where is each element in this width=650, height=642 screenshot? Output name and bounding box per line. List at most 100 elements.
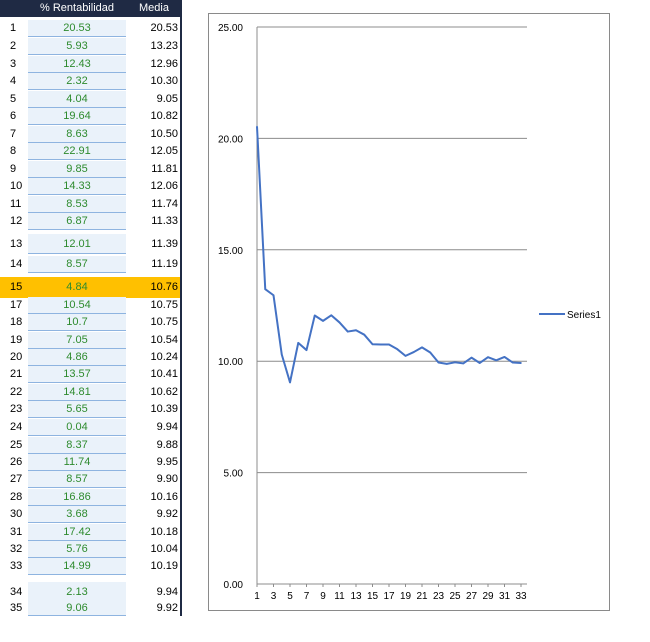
data-point	[495, 359, 498, 362]
rentabilidad-cell: 5.65	[28, 401, 126, 418]
rentabilidad-cell: 6.87	[28, 213, 126, 230]
table-row: 2 5.93 13.23	[0, 38, 180, 55]
media-cell: 10.54	[150, 334, 178, 346]
x-tick-label: 23	[433, 591, 445, 602]
row-index: 22	[10, 386, 23, 398]
media-cell: 10.19	[150, 560, 178, 572]
rentabilidad-cell: 8.37	[28, 437, 126, 454]
rentabilidad-cell: 22.91	[28, 143, 126, 160]
media-cell: 10.39	[150, 403, 178, 415]
row-index: 27	[10, 473, 23, 485]
media-cell: 10.30	[150, 75, 178, 87]
data-point	[289, 381, 291, 384]
x-tick-label: 17	[383, 591, 395, 602]
data-point	[305, 349, 308, 351]
rentabilidad-cell: 12.43	[28, 56, 126, 73]
row-index: 3	[10, 58, 17, 70]
row-index: 12	[10, 215, 23, 227]
media-cell: 12.05	[150, 145, 178, 157]
row-index: 4	[10, 75, 17, 87]
media-cell: 9.94	[156, 586, 178, 598]
rentabilidad-cell: 9.85	[28, 161, 126, 178]
table-row: 25 8.37 9.88	[0, 437, 180, 454]
media-cell: 10.82	[150, 110, 178, 122]
x-tick-label: 1	[254, 591, 260, 602]
rentabilidad-cell: 16.86	[28, 489, 126, 506]
media-cell: 9.95	[156, 456, 178, 468]
data-point	[478, 362, 481, 364]
header-rentabilidad: % Rentabilidad	[40, 2, 114, 14]
table-row: 22 14.81 10.62	[0, 384, 180, 401]
table-row: 21 13.57 10.41	[0, 366, 180, 383]
rentabilidad-cell: 17.42	[28, 524, 126, 541]
table-row: 33 14.99 10.19	[0, 558, 180, 575]
media-cell: 9.92	[156, 508, 178, 520]
x-tick-label: 3	[271, 591, 277, 602]
x-tick-label: 15	[367, 591, 379, 602]
media-cell: 10.75	[150, 316, 178, 328]
row-index: 35	[10, 602, 23, 614]
table-row: 6 19.64 10.82	[0, 108, 180, 125]
x-tick-label: 19	[400, 591, 412, 602]
row-index: 21	[10, 368, 23, 380]
data-point	[272, 294, 275, 297]
media-cell: 20.53	[150, 22, 178, 34]
table-row: 20 4.86 10.24	[0, 349, 180, 366]
legend-label: Series1	[567, 310, 601, 321]
header-media: Media	[139, 2, 169, 14]
table-row: 3 12.43 12.96	[0, 56, 180, 73]
media-cell: 10.04	[150, 543, 178, 555]
row-index: 2	[10, 40, 17, 52]
row-index: 13	[10, 238, 23, 250]
row-index: 11	[10, 198, 22, 210]
table-row: 4 2.32 10.30	[0, 73, 180, 90]
table-row: 30 3.68 9.92	[0, 506, 180, 523]
row-index: 7	[10, 128, 17, 140]
rentabilidad-cell: 13.57	[28, 366, 126, 383]
data-point	[511, 361, 514, 364]
x-tick-label: 33	[515, 591, 527, 602]
table-row: 5 4.04 9.05	[0, 91, 180, 108]
data-point	[297, 342, 300, 344]
media-cell: 11.33	[151, 215, 178, 227]
rentabilidad-cell: 2.32	[28, 73, 126, 90]
row-index: 28	[10, 491, 23, 503]
row-index: 25	[10, 439, 23, 451]
rentabilidad-cell: 8.57	[28, 471, 126, 488]
table-row: 26 11.74 9.95	[0, 454, 180, 471]
x-tick-label: 31	[499, 591, 511, 602]
data-point	[412, 351, 415, 353]
rentabilidad-cell: 9.06	[28, 600, 126, 616]
table-row: 19 7.05 10.54	[0, 332, 180, 349]
data-point	[520, 362, 522, 364]
y-tick-label: 10.00	[218, 357, 243, 368]
media-cell: 9.94	[156, 421, 178, 433]
data-point	[379, 343, 382, 346]
data-point	[371, 343, 374, 346]
row-index: 34	[10, 586, 23, 598]
data-point	[313, 314, 316, 317]
row-index: 30	[10, 508, 23, 520]
data-point	[503, 356, 506, 358]
rentabilidad-cell: 8.53	[28, 196, 126, 213]
data-table: % Rentabilidad Media 1 20.53 20.53 2 5.93 13.…	[0, 0, 182, 616]
media-cell: 10.50	[150, 128, 178, 140]
rentabilidad-cell: 0.04	[28, 419, 126, 436]
rentabilidad-cell: 19.64	[28, 108, 126, 125]
row-index: 26	[10, 456, 23, 468]
x-tick-label: 13	[350, 591, 362, 602]
rentabilidad-cell: 11.74	[28, 454, 126, 471]
row-index: 23	[10, 403, 23, 415]
row-index: 14	[10, 258, 23, 270]
rentabilidad-cell: 3.68	[28, 506, 126, 523]
data-point	[404, 355, 407, 357]
data-point	[330, 314, 333, 317]
data-point	[280, 353, 283, 356]
rentabilidad-cell: 4.04	[28, 91, 126, 108]
rentabilidad-cell: 10.7	[28, 314, 126, 331]
row-index: 10	[10, 180, 23, 192]
rentabilidad-cell: 14.81	[28, 384, 126, 401]
rentabilidad-cell: 4.84	[28, 277, 126, 298]
table-row: 12 6.87 11.33	[0, 213, 180, 230]
